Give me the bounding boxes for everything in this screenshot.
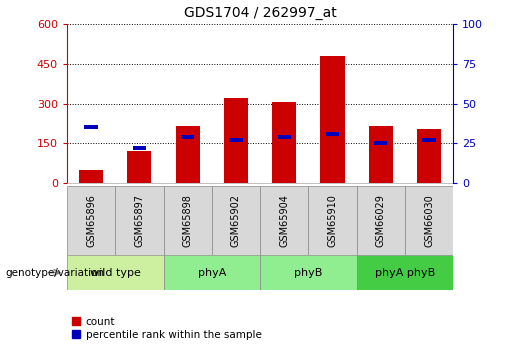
- Bar: [272, 102, 296, 183]
- Text: GSM66029: GSM66029: [376, 194, 386, 247]
- Bar: [326, 132, 339, 136]
- Bar: [229, 138, 243, 142]
- Bar: [176, 126, 200, 183]
- Text: GSM65896: GSM65896: [86, 194, 96, 247]
- Bar: [163, 186, 212, 255]
- Text: GSM65910: GSM65910: [328, 194, 337, 247]
- Bar: [356, 255, 453, 290]
- Text: GSM66030: GSM66030: [424, 195, 434, 247]
- Legend: count, percentile rank within the sample: count, percentile rank within the sample: [72, 317, 262, 340]
- Bar: [79, 170, 103, 183]
- Bar: [320, 56, 345, 183]
- Bar: [417, 129, 441, 183]
- Bar: [115, 186, 163, 255]
- Text: GSM65904: GSM65904: [279, 194, 289, 247]
- Bar: [133, 146, 146, 150]
- Bar: [369, 126, 393, 183]
- Text: phyA phyB: phyA phyB: [375, 268, 435, 277]
- Bar: [67, 255, 163, 290]
- Bar: [127, 151, 151, 183]
- Bar: [212, 186, 260, 255]
- Text: phyB: phyB: [294, 268, 322, 277]
- Bar: [84, 126, 98, 129]
- Bar: [374, 141, 387, 145]
- Bar: [422, 138, 436, 142]
- Bar: [163, 255, 260, 290]
- Bar: [405, 186, 453, 255]
- Text: GSM65898: GSM65898: [183, 194, 193, 247]
- Bar: [260, 186, 308, 255]
- Bar: [224, 98, 248, 183]
- Text: genotype/variation: genotype/variation: [5, 268, 104, 277]
- Bar: [308, 186, 356, 255]
- Text: GSM65897: GSM65897: [134, 194, 144, 247]
- Text: phyA: phyA: [198, 268, 226, 277]
- Bar: [260, 255, 356, 290]
- Bar: [181, 135, 194, 139]
- Bar: [356, 186, 405, 255]
- Title: GDS1704 / 262997_at: GDS1704 / 262997_at: [184, 6, 336, 20]
- Bar: [278, 135, 291, 139]
- Text: GSM65902: GSM65902: [231, 194, 241, 247]
- Bar: [67, 186, 115, 255]
- Text: wild type: wild type: [90, 268, 141, 277]
